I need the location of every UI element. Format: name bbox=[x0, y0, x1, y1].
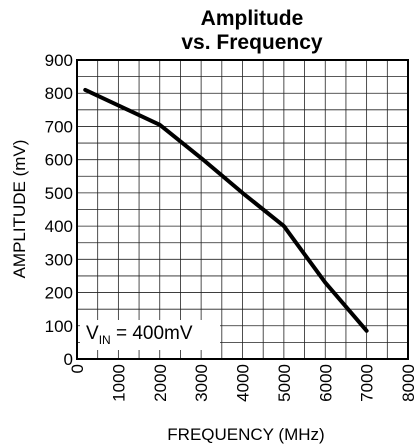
annotation-subscript: IN bbox=[99, 333, 111, 347]
vin-annotation: VIN = 400mV bbox=[80, 320, 220, 350]
y-tick-label: 0 bbox=[64, 350, 73, 369]
x-tick-labels: 0 1000 2000 3000 4000 5000 6000 7000 8000 bbox=[68, 364, 417, 402]
x-tick-label: 5000 bbox=[275, 364, 294, 402]
chart-title-line2: vs. Frequency bbox=[181, 31, 323, 54]
y-axis-label: AMPLITUDE (mV) bbox=[10, 140, 29, 279]
y-tick-label: 500 bbox=[45, 184, 73, 203]
y-tick-label: 300 bbox=[45, 250, 73, 269]
x-tick-label: 4000 bbox=[234, 364, 253, 402]
annotation-v: V bbox=[86, 323, 99, 344]
annotation-value: = 400mV bbox=[111, 323, 193, 344]
y-tick-label: 100 bbox=[45, 317, 73, 336]
series-group bbox=[83, 87, 369, 333]
x-tick-label: 0 bbox=[68, 364, 87, 373]
chart-title-line1: Amplitude bbox=[201, 7, 304, 30]
y-tick-label: 600 bbox=[45, 151, 73, 170]
grid bbox=[77, 60, 408, 359]
y-tick-label: 800 bbox=[45, 84, 73, 103]
x-tick-label: 8000 bbox=[399, 364, 417, 402]
y-tick-label: 200 bbox=[45, 284, 73, 303]
x-tick-label: 7000 bbox=[358, 364, 377, 402]
x-axis-label: FREQUENCY (MHz) bbox=[167, 425, 324, 444]
x-tick-label: 3000 bbox=[192, 364, 211, 402]
x-tick-label: 2000 bbox=[151, 364, 170, 402]
y-tick-label: 700 bbox=[45, 117, 73, 136]
annotation-background bbox=[80, 320, 220, 350]
annotation-text: VIN = 400mV bbox=[86, 323, 193, 347]
plot-frame bbox=[76, 59, 409, 360]
y-tick-labels: 0 100 200 300 400 500 600 700 800 900 bbox=[45, 51, 73, 369]
y-tick-label: 900 bbox=[45, 51, 73, 70]
y-tick-label: 400 bbox=[45, 217, 73, 236]
x-tick-label: 6000 bbox=[316, 364, 335, 402]
series-line bbox=[83, 87, 369, 333]
x-tick-label: 1000 bbox=[109, 364, 128, 402]
